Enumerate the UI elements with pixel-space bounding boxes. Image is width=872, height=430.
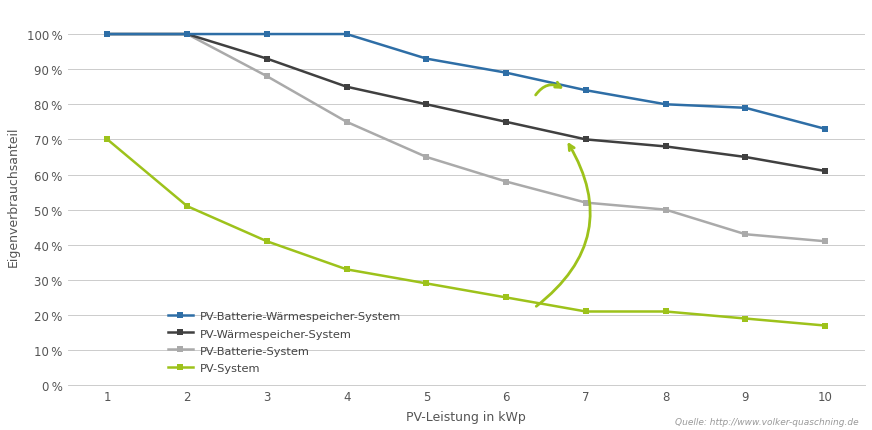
PV-Batterie-Wärmespeicher-System	[182, 32, 193, 37]
X-axis label: PV-Leistung in kWp: PV-Leistung in kWp	[406, 410, 526, 423]
PV-Wärmespeicher-System	[182, 32, 193, 37]
Line: PV-Wärmespeicher-System: PV-Wärmespeicher-System	[105, 32, 828, 175]
PV-Batterie-Wärmespeicher-System	[262, 32, 272, 37]
Legend: PV-Batterie-Wärmespeicher-System, PV-Wärmespeicher-System, PV-Batterie-System, P: PV-Batterie-Wärmespeicher-System, PV-Wär…	[163, 306, 405, 378]
PV-Wärmespeicher-System	[820, 169, 830, 174]
PV-Wärmespeicher-System	[740, 155, 751, 160]
PV-Wärmespeicher-System	[102, 32, 112, 37]
PV-Batterie-Wärmespeicher-System	[660, 102, 671, 108]
Y-axis label: Eigenverbrauchsanteil: Eigenverbrauchsanteil	[7, 126, 20, 266]
PV-Batterie-System	[342, 120, 352, 125]
PV-Batterie-System	[421, 155, 432, 160]
PV-Wärmespeicher-System	[421, 102, 432, 108]
PV-Batterie-System	[581, 200, 591, 206]
PV-Batterie-System	[182, 32, 193, 37]
PV-Batterie-Wärmespeicher-System	[740, 106, 751, 111]
PV-Batterie-Wärmespeicher-System	[421, 57, 432, 62]
PV-System	[501, 295, 511, 300]
PV-System	[102, 138, 112, 143]
PV-System	[342, 267, 352, 272]
PV-Batterie-System	[820, 239, 830, 244]
PV-Batterie-Wärmespeicher-System	[102, 32, 112, 37]
PV-System	[660, 309, 671, 314]
PV-Batterie-System	[660, 208, 671, 213]
PV-Wärmespeicher-System	[262, 57, 272, 62]
Line: PV-System: PV-System	[105, 137, 828, 329]
PV-Batterie-System	[501, 180, 511, 185]
PV-Wärmespeicher-System	[501, 120, 511, 125]
PV-System	[581, 309, 591, 314]
PV-System	[820, 323, 830, 329]
PV-Batterie-System	[740, 232, 751, 237]
PV-Batterie-Wärmespeicher-System	[581, 89, 591, 94]
PV-Wärmespeicher-System	[342, 85, 352, 90]
PV-System	[421, 281, 432, 286]
PV-Batterie-Wärmespeicher-System	[501, 71, 511, 76]
PV-Batterie-Wärmespeicher-System	[342, 32, 352, 37]
Line: PV-Batterie-Wärmespeicher-System: PV-Batterie-Wärmespeicher-System	[105, 32, 828, 133]
PV-Batterie-System	[102, 32, 112, 37]
PV-Batterie-System	[262, 74, 272, 80]
PV-Wärmespeicher-System	[581, 138, 591, 143]
PV-Batterie-Wärmespeicher-System	[820, 127, 830, 132]
Line: PV-Batterie-System: PV-Batterie-System	[105, 32, 828, 245]
PV-Wärmespeicher-System	[660, 144, 671, 150]
Text: Quelle: http://www.volker-quaschning.de: Quelle: http://www.volker-quaschning.de	[675, 417, 859, 426]
PV-System	[262, 239, 272, 244]
PV-System	[182, 204, 193, 209]
PV-System	[740, 316, 751, 321]
